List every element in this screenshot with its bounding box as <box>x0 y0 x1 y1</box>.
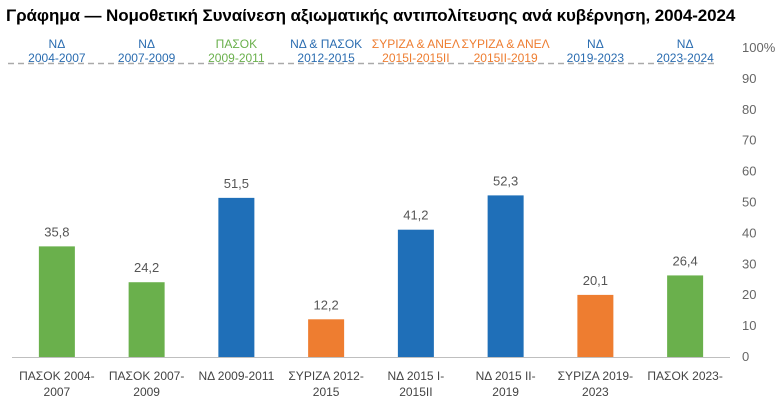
x-tick-label: 2023 <box>582 385 609 399</box>
x-tick-label: ΠΑΣΟΚ 2023- <box>647 369 722 383</box>
government-period-label: 2012-2015 <box>297 51 355 65</box>
data-label: 12,2 <box>313 297 338 312</box>
bar <box>487 195 524 357</box>
x-tick-label: ΝΔ 2015 ΙΙ- <box>476 369 536 383</box>
y-tick-label: 0 <box>742 349 749 364</box>
y-tick-label: 80 <box>742 102 756 117</box>
government-party-label: ΣΥΡΙΖΑ & ΑΝΕΛ <box>372 37 460 51</box>
x-tick-label: ΠΑΣΟΚ 2007- <box>109 369 184 383</box>
government-party-label: ΠΑΣΟΚ <box>216 37 257 51</box>
government-party-label: ΝΔ <box>138 37 155 51</box>
data-label: 52,3 <box>493 173 518 188</box>
government-period-label: 2023-2024 <box>656 51 714 65</box>
x-tick-label: ΝΔ 2009-2011 <box>198 369 274 383</box>
data-label: 26,4 <box>672 253 697 268</box>
bar <box>218 197 255 357</box>
x-tick-label: ΝΔ 2015 Ι- <box>388 369 445 383</box>
x-tick-label: ΣΥΡΙΖΑ 2012- <box>288 369 363 383</box>
bar <box>397 229 434 357</box>
chart-title: Γράφημα — Νομοθετική Συναίνεση αξιωματικ… <box>6 6 736 25</box>
data-label: 51,5 <box>224 176 249 191</box>
x-tick-label: 2019 <box>492 385 519 399</box>
bar <box>667 275 704 357</box>
y-tick-label: 50 <box>742 195 756 210</box>
government-period-label: 2019-2023 <box>567 51 625 65</box>
data-label: 41,2 <box>403 208 428 223</box>
x-tick-label: 2009 <box>133 385 160 399</box>
government-party-label: ΝΔ <box>587 37 604 51</box>
y-tick-label: 40 <box>742 225 756 240</box>
data-label: 24,2 <box>134 260 159 275</box>
government-period-label: 2015II-2019 <box>474 51 538 65</box>
x-tick-label: ΠΑΣΟΚ 2004- <box>19 369 94 383</box>
government-period-label: 2004-2007 <box>28 51 86 65</box>
government-party-label: ΣΥΡΙΖΑ & ΑΝΕΛ <box>462 37 550 51</box>
data-label: 20,1 <box>583 273 608 288</box>
x-tick-label: 2015 <box>313 385 340 399</box>
x-tick-label: 2015ΙΙ <box>399 385 432 399</box>
data-label: 35,8 <box>44 224 69 239</box>
y-tick-label: 20 <box>742 287 756 302</box>
government-party-label: ΝΔ <box>677 37 694 51</box>
y-tick-label: 90 <box>742 71 756 86</box>
y-tick-label: 30 <box>742 256 756 271</box>
bar <box>128 282 165 357</box>
bar <box>577 294 614 357</box>
x-tick-label: 2007 <box>44 385 71 399</box>
y-tick-label: 100% <box>742 40 776 55</box>
bar <box>308 319 345 357</box>
y-tick-label: 60 <box>742 164 756 179</box>
bar <box>38 246 75 357</box>
y-tick-label: 70 <box>742 133 756 148</box>
government-period-label: 2015I-2015II <box>382 51 449 65</box>
government-period-label: 2007-2009 <box>118 51 176 65</box>
y-tick-label: 10 <box>742 318 756 333</box>
government-period-label: 2009-2011 <box>208 51 265 65</box>
government-party-label: ΝΔ & ΠΑΣΟΚ <box>290 37 362 51</box>
government-party-label: ΝΔ <box>49 37 66 51</box>
x-tick-label: ΣΥΡΙΖΑ 2019- <box>558 369 633 383</box>
